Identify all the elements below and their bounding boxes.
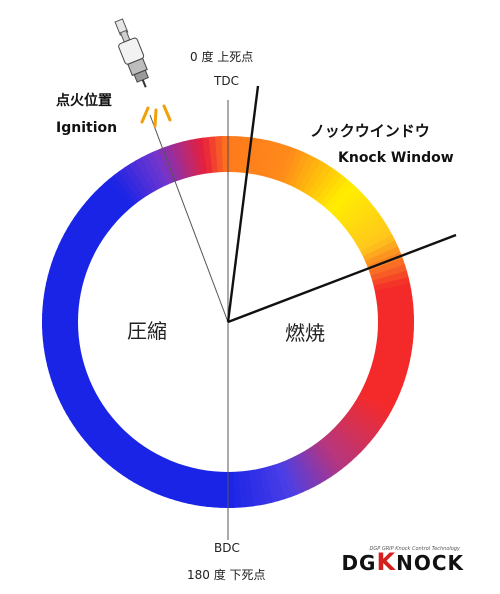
compression-label: 圧縮 <box>127 319 167 343</box>
dgknock-logo: DGKNOCK <box>341 548 464 576</box>
tdc-label: TDC <box>214 74 239 88</box>
bdc-label: BDC <box>214 541 240 555</box>
ignition-line <box>149 114 229 323</box>
ignition-label: Ignition <box>56 120 118 136</box>
knock-window-start-line <box>226 85 260 323</box>
spark-plug-icon <box>114 18 149 88</box>
tdc-jp-label: 0 度 上死点 <box>190 50 254 64</box>
spark-icon <box>140 104 172 128</box>
logo-k-accent: K <box>376 548 397 576</box>
knock-window-end-line <box>227 233 457 324</box>
knock-window-jp-label: ノックウインドウ <box>310 122 430 140</box>
bdc-jp-label: 180 度 下死点 <box>187 568 266 582</box>
logo-text: DGKNOCK <box>341 548 464 576</box>
ignition-jp-label: 点火位置 <box>56 93 112 109</box>
combustion-label: 燃焼 <box>285 321 325 345</box>
logo-tagline: DGP GRIP Knock Control Technology <box>369 546 460 552</box>
knock-window-label: Knock Window <box>338 150 454 166</box>
